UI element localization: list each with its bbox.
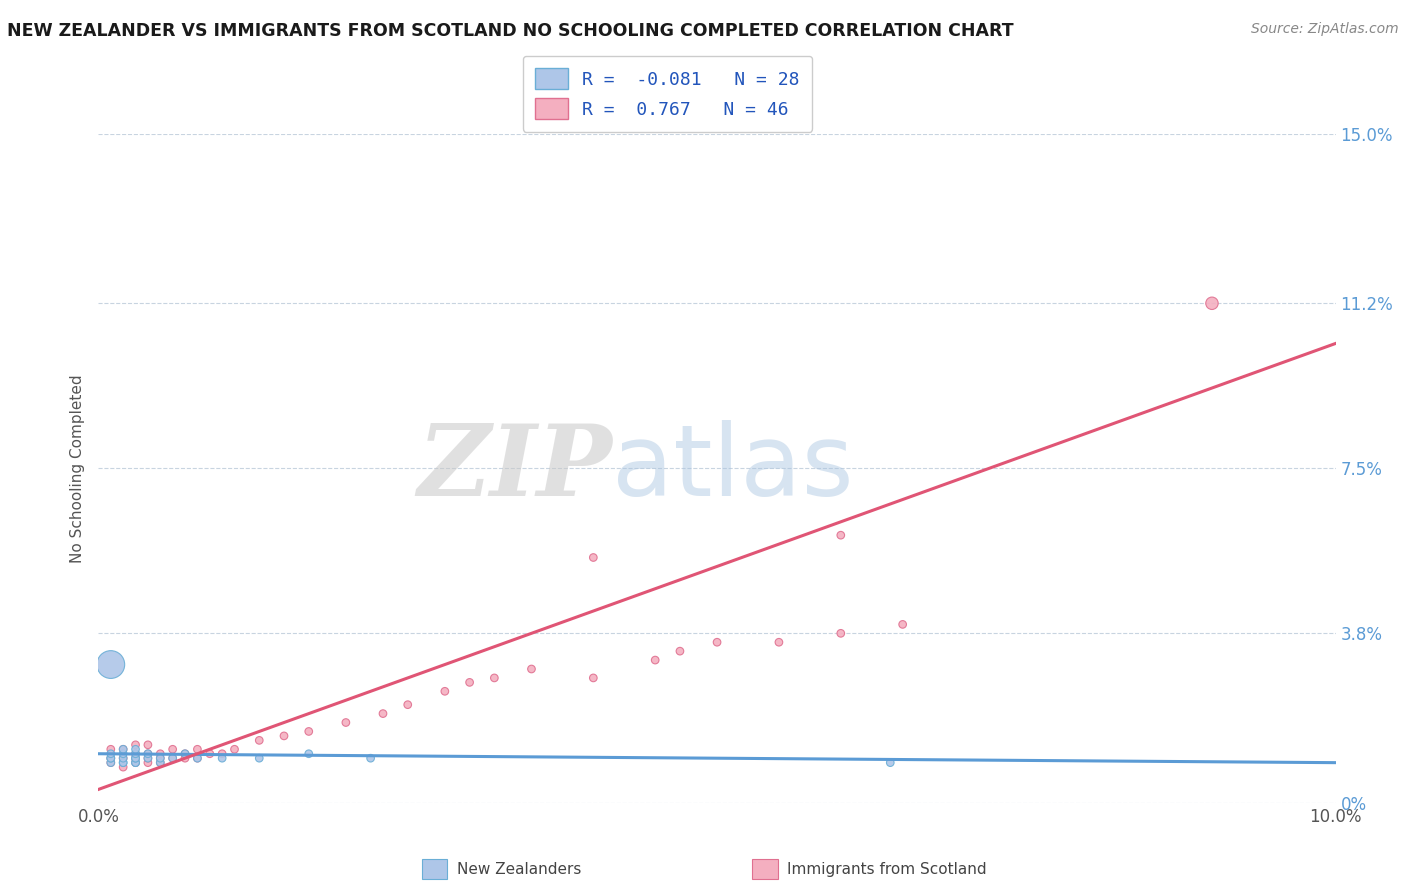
Point (136, 756, 159, 770)
Legend: R =  -0.081   N = 28, R =  0.767   N = 46: R = -0.081 N = 28, R = 0.767 N = 46 (523, 56, 813, 132)
Point (224, 742, 246, 756)
Point (124, 738, 146, 752)
Point (112, 751, 135, 765)
Point (162, 751, 184, 765)
Point (112, 756, 135, 770)
Point (112, 760, 135, 774)
Point (136, 747, 159, 761)
Point (124, 742, 146, 756)
Point (484, 671, 506, 685)
Point (162, 751, 184, 765)
Point (211, 747, 233, 761)
Point (247, 733, 270, 747)
Point (247, 751, 270, 765)
Point (520, 662, 543, 676)
Point (149, 747, 172, 761)
Point (186, 742, 208, 756)
Point (149, 751, 172, 765)
Point (124, 747, 146, 761)
Point (644, 653, 666, 667)
Point (298, 724, 321, 739)
Point (136, 747, 159, 761)
Point (124, 751, 146, 765)
Y-axis label: No Schooling Completed: No Schooling Completed (69, 374, 84, 563)
Point (298, 747, 321, 761)
Point (149, 751, 172, 765)
Point (706, 635, 728, 649)
Point (149, 756, 172, 770)
Point (891, 617, 914, 632)
Point (335, 715, 357, 730)
Point (124, 756, 146, 770)
Text: New Zealanders: New Zealanders (457, 863, 581, 877)
Point (112, 756, 135, 770)
Point (136, 751, 159, 765)
Point (100, 756, 122, 770)
Point (582, 671, 605, 685)
Point (768, 635, 790, 649)
Point (396, 698, 419, 712)
Point (112, 747, 135, 761)
Point (124, 751, 146, 765)
Point (100, 751, 122, 765)
Point (136, 751, 159, 765)
Point (149, 756, 172, 770)
Point (124, 756, 146, 770)
Point (582, 550, 605, 565)
Point (100, 747, 122, 761)
Text: atlas: atlas (612, 420, 853, 516)
Point (136, 738, 159, 752)
Point (100, 756, 122, 770)
Text: ZIP: ZIP (418, 420, 612, 516)
Point (112, 742, 135, 756)
Point (273, 729, 295, 743)
Point (360, 751, 382, 765)
Point (879, 756, 901, 770)
Point (174, 747, 197, 761)
Point (198, 747, 221, 761)
Point (830, 528, 852, 542)
Point (669, 644, 692, 658)
Text: Source: ZipAtlas.com: Source: ZipAtlas.com (1251, 22, 1399, 37)
Point (162, 742, 184, 756)
Text: NEW ZEALANDER VS IMMIGRANTS FROM SCOTLAND NO SCHOOLING COMPLETED CORRELATION CHA: NEW ZEALANDER VS IMMIGRANTS FROM SCOTLAN… (7, 22, 1014, 40)
Point (371, 706, 394, 721)
Point (458, 675, 481, 690)
Point (100, 751, 122, 765)
Point (211, 751, 233, 765)
Point (100, 751, 122, 765)
Point (433, 684, 456, 698)
Point (830, 626, 852, 640)
Point (174, 751, 197, 765)
Point (100, 657, 122, 672)
Point (174, 747, 197, 761)
Text: Immigrants from Scotland: Immigrants from Scotland (787, 863, 987, 877)
Point (124, 747, 146, 761)
Point (186, 751, 208, 765)
Point (124, 751, 146, 765)
Point (112, 751, 135, 765)
Point (112, 742, 135, 756)
Point (186, 751, 208, 765)
Point (1201, 296, 1223, 310)
Point (100, 742, 122, 756)
Point (124, 756, 146, 770)
